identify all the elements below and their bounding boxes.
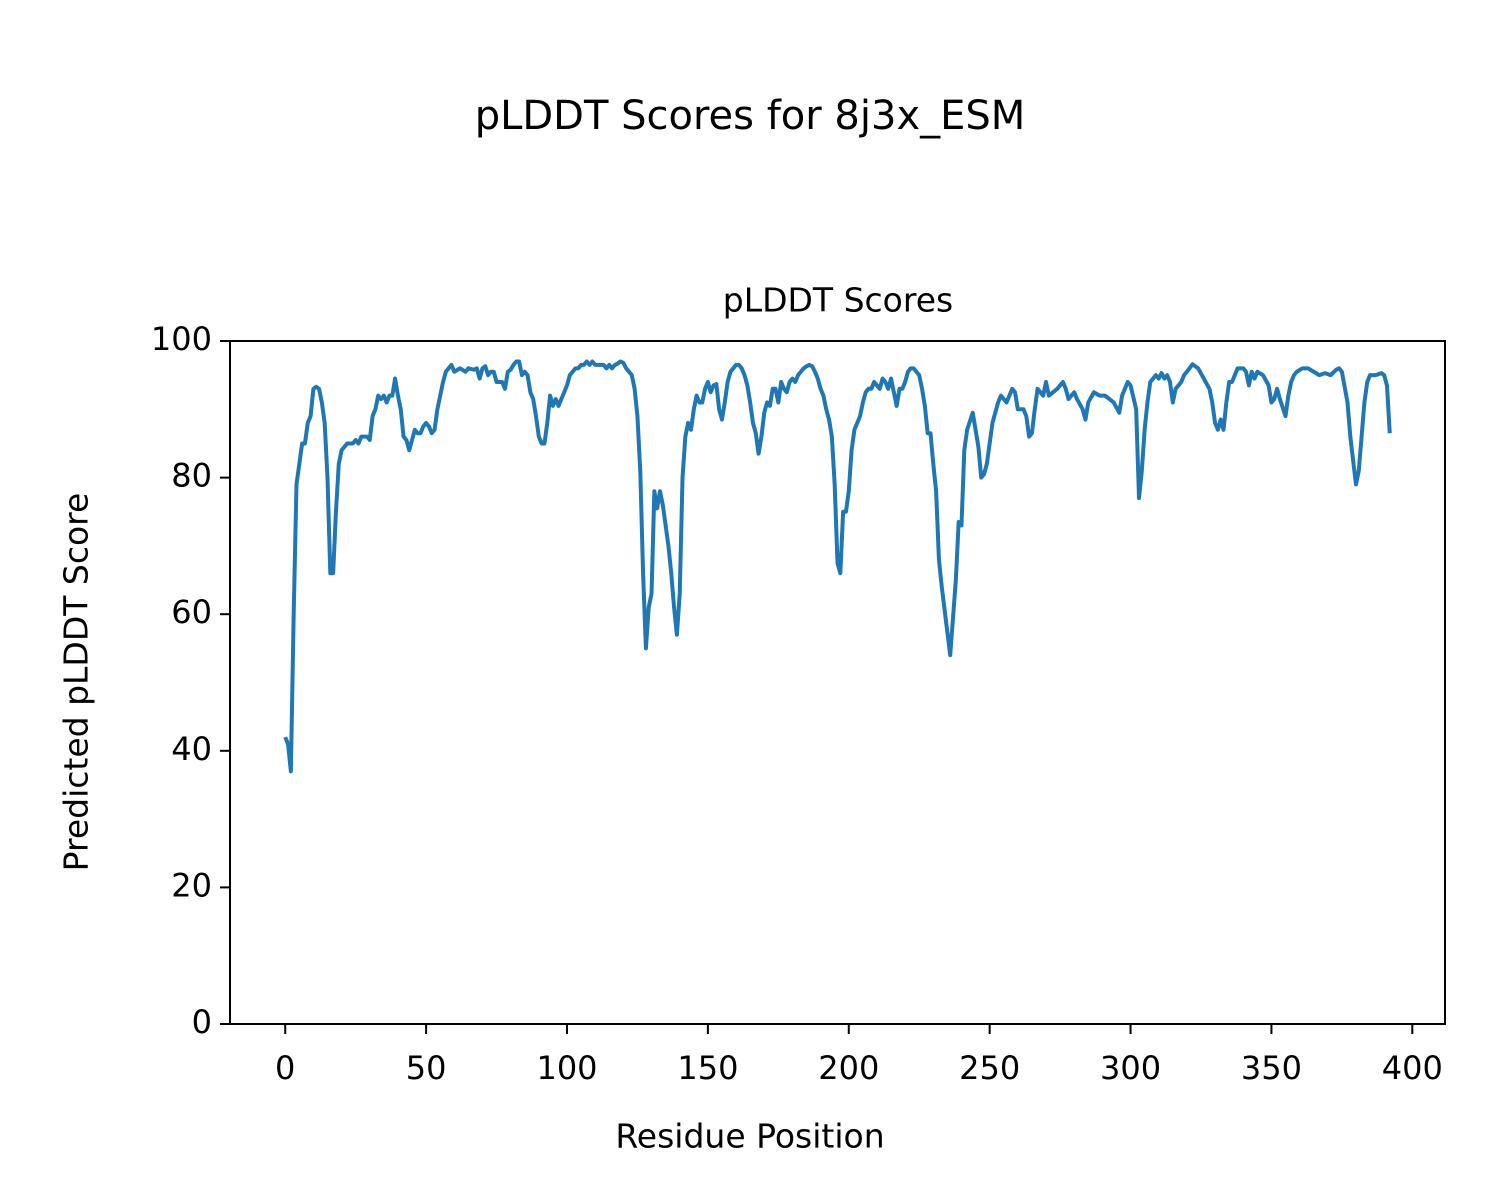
y-tick-label: 80 — [171, 457, 212, 495]
y-axis-label: Predicted pLDDT Score — [57, 493, 96, 872]
x-tick-label: 250 — [959, 1049, 1020, 1087]
chart-subtitle: pLDDT Scores — [723, 281, 953, 320]
y-tick-label: 20 — [171, 866, 212, 904]
x-tick-label: 350 — [1241, 1049, 1302, 1087]
chart-title: pLDDT Scores for 8j3x_ESM — [475, 93, 1026, 139]
x-tick-label: 150 — [677, 1049, 738, 1087]
y-tick-label: 40 — [171, 730, 212, 768]
y-tick-label: 60 — [171, 593, 212, 631]
x-tick-label: 100 — [536, 1049, 597, 1087]
x-tick-label: 50 — [406, 1049, 447, 1087]
data-line — [283, 359, 1392, 774]
y-tick-label: 0 — [192, 1003, 212, 1041]
x-tick-label: 200 — [818, 1049, 879, 1087]
x-tick-label: 300 — [1100, 1049, 1161, 1087]
x-tick-label: 0 — [275, 1049, 295, 1087]
y-tick-label: 100 — [151, 320, 212, 358]
x-axis-label: Residue Position — [615, 1117, 884, 1156]
x-tick-label: 400 — [1382, 1049, 1443, 1087]
plot-frame — [229, 340, 1446, 1025]
